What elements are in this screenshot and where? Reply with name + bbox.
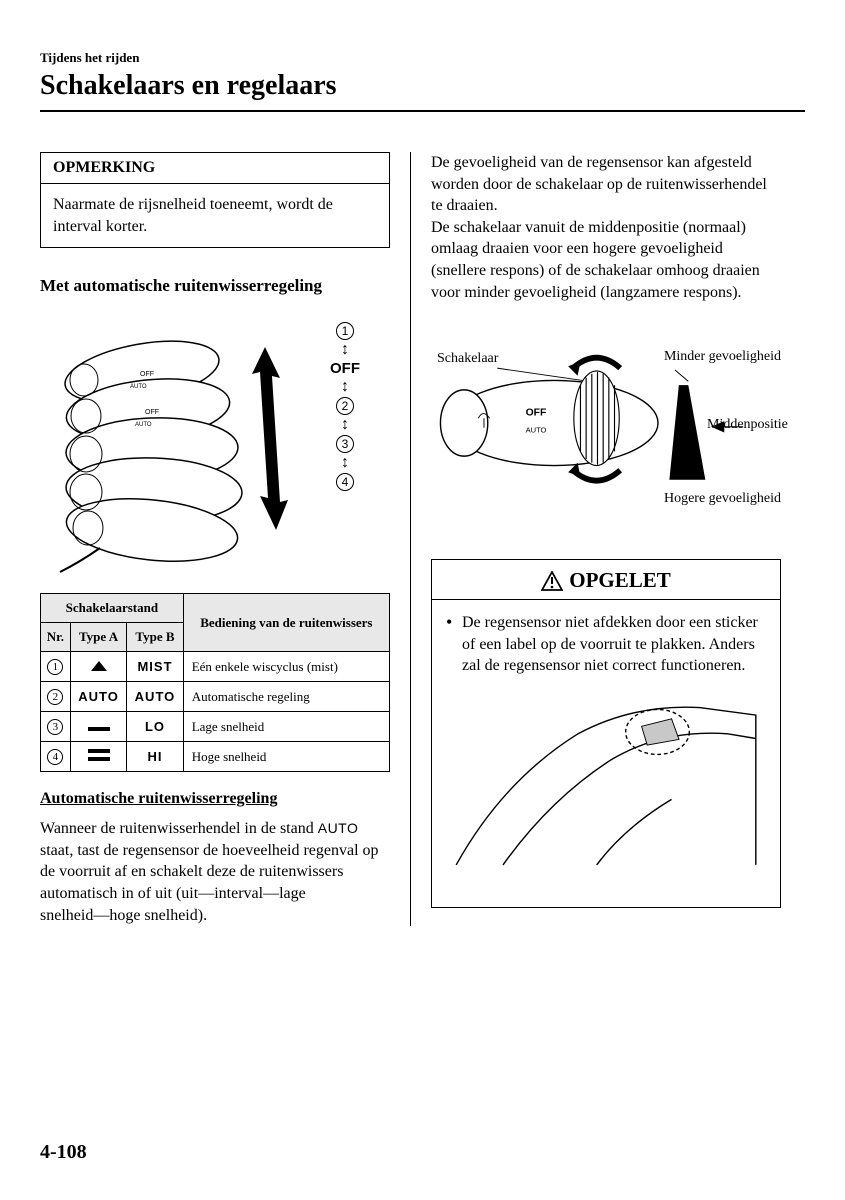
- auto-inline-label: AUTO: [318, 820, 359, 836]
- section-heading: Met automatische ruitenwisserregeling: [40, 276, 390, 296]
- position-1-icon: 1: [336, 322, 354, 340]
- hi-label: HI: [147, 749, 162, 764]
- auto-body-pre: Wanneer de ruitenwisserhendel in de stan…: [40, 820, 318, 837]
- svg-text:OFF: OFF: [140, 371, 154, 378]
- row-desc: Hoge snelheid: [183, 742, 389, 772]
- table-header-operation: Bediening van de ruitenwissers: [183, 594, 389, 652]
- note-box: OPMERKING Naarmate de rijsnelheid toenee…: [40, 152, 390, 248]
- car-windshield-diagram: [432, 687, 780, 907]
- less-sensitivity-label: Minder gevoeligheid: [664, 349, 781, 365]
- chapter-title: Schakelaars en regelaars: [40, 70, 805, 102]
- svg-text:AUTO: AUTO: [130, 384, 147, 390]
- page-header: Tijdens het rijden Schakelaars en regela…: [40, 50, 805, 112]
- caution-body: De regensensor niet afdekken door een st…: [432, 600, 780, 687]
- right-column: De gevoeligheid van de regensensor kan a…: [411, 152, 781, 926]
- position-4-icon: 4: [336, 473, 354, 491]
- table-row: 4 HI Hoge snelheid: [41, 742, 390, 772]
- page-number: 4-108: [40, 1141, 87, 1164]
- row-nr-icon: 4: [47, 749, 63, 765]
- header-divider: [40, 110, 805, 112]
- switch-position-table: Schakelaarstand Bediening van de ruitenw…: [40, 593, 390, 772]
- row-desc: Lage snelheid: [183, 712, 389, 742]
- auto-label: AUTO: [78, 689, 119, 704]
- double-line-icon: [88, 749, 110, 761]
- caution-bullet: De regensensor niet afdekken door een st…: [446, 612, 766, 677]
- left-column: OPMERKING Naarmate de rijsnelheid toenee…: [40, 152, 410, 926]
- svg-text:OFF: OFF: [145, 409, 159, 416]
- table-header-type-b: Type B: [127, 623, 183, 652]
- table-header-nr: Nr.: [41, 623, 71, 652]
- wiper-lever-diagram: OFF AUTO OFF AUTO 1 ↕ OFF ↕ 2 ↕ 3 ↕: [40, 312, 390, 577]
- single-line-icon: [88, 727, 110, 731]
- more-sensitivity-label: Hogere gevoeligheid: [664, 491, 781, 507]
- chapter-label: Tijdens het rijden: [40, 50, 805, 66]
- note-body: Naarmate de rijsnelheid toeneemt, wordt …: [41, 184, 389, 247]
- caution-header: OPGELET: [432, 560, 780, 600]
- updown-arrow-icon: ↕: [341, 342, 349, 358]
- updown-arrow-icon: ↕: [341, 379, 349, 395]
- updown-arrow-icon: ↕: [341, 455, 349, 471]
- warning-triangle-icon: [541, 571, 563, 591]
- table-header-stand: Schakelaarstand: [41, 594, 184, 623]
- two-column-layout: OPMERKING Naarmate de rijsnelheid toenee…: [40, 152, 805, 926]
- switch-label: Schakelaar: [437, 351, 498, 367]
- lo-label: LO: [145, 719, 165, 734]
- row-nr-icon: 1: [47, 659, 63, 675]
- off-label: OFF: [330, 360, 360, 377]
- caret-up-icon: [91, 661, 107, 671]
- row-nr-icon: 3: [47, 719, 63, 735]
- svg-text:AUTO: AUTO: [526, 426, 547, 435]
- auto-body-text: Wanneer de ruitenwisserhendel in de stan…: [40, 818, 390, 926]
- auto-subheading: Automatische ruitenwisserregeling: [40, 790, 390, 808]
- sensitivity-paragraph: De gevoeligheid van de regensensor kan a…: [431, 152, 781, 303]
- sensor-dial-diagram: OFF AUTO: [431, 323, 781, 523]
- position-3-icon: 3: [336, 435, 354, 453]
- auto-body-post: staat, tast de regensensor de hoeveelhei…: [40, 842, 379, 924]
- middle-position-label: Middenpositie: [707, 417, 817, 433]
- updown-arrow-icon: ↕: [341, 417, 349, 433]
- table-row: 1 MIST Eén enkele wiscyclus (mist): [41, 652, 390, 682]
- position-2-icon: 2: [336, 397, 354, 415]
- note-title: OPMERKING: [41, 153, 389, 184]
- table-row: 2 AUTO AUTO Automatische regeling: [41, 682, 390, 712]
- caution-title: OPGELET: [569, 568, 671, 593]
- svg-text:AUTO: AUTO: [135, 422, 152, 428]
- row-desc: Eén enkele wiscyclus (mist): [183, 652, 389, 682]
- mist-label: MIST: [137, 659, 172, 674]
- table-header-type-a: Type A: [70, 623, 126, 652]
- row-nr-icon: 2: [47, 689, 63, 705]
- lever-position-labels: 1 ↕ OFF ↕ 2 ↕ 3 ↕ 4: [330, 322, 360, 491]
- auto-label: AUTO: [135, 689, 176, 704]
- row-desc: Automatische regeling: [183, 682, 389, 712]
- table-row: 3 LO Lage snelheid: [41, 712, 390, 742]
- svg-text:OFF: OFF: [526, 408, 547, 419]
- caution-box: OPGELET De regensensor niet afdekken doo…: [431, 559, 781, 908]
